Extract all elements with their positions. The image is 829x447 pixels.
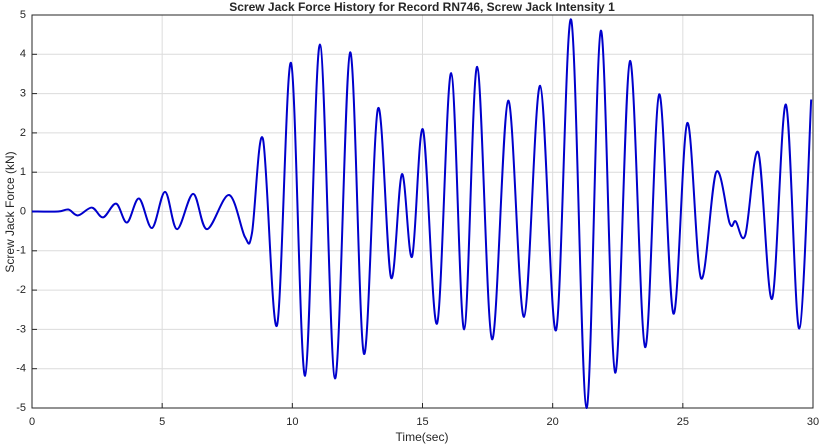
x-tick-label: 20 [547,416,559,428]
y-tick-label: -1 [16,245,26,257]
y-tick-label: -4 [16,363,26,375]
x-tick-label: 5 [159,416,165,428]
y-tick-label: 2 [20,127,26,139]
y-tick-label: 3 [20,88,26,100]
x-tick-label: 10 [286,416,298,428]
data-line [31,18,813,410]
y-tick-label: -2 [16,284,26,296]
y-tick-label: 4 [20,48,26,60]
y-tick-label: 1 [20,166,26,178]
x-tick-label: 30 [807,416,819,428]
x-axis-label: Time(sec) [396,430,449,444]
y-tick-label: 5 [20,9,26,21]
x-tick-label: 0 [29,416,35,428]
y-tick-label: -3 [16,323,26,335]
y-tick-label: -5 [16,402,26,414]
y-axis-label: Screw Jack Force (kN) [3,151,17,272]
y-tick-label: 0 [20,205,26,217]
chart-title: Screw Jack Force History for Record RN74… [229,0,615,14]
x-tick-label: 15 [416,416,428,428]
x-tick-label: 25 [677,416,689,428]
